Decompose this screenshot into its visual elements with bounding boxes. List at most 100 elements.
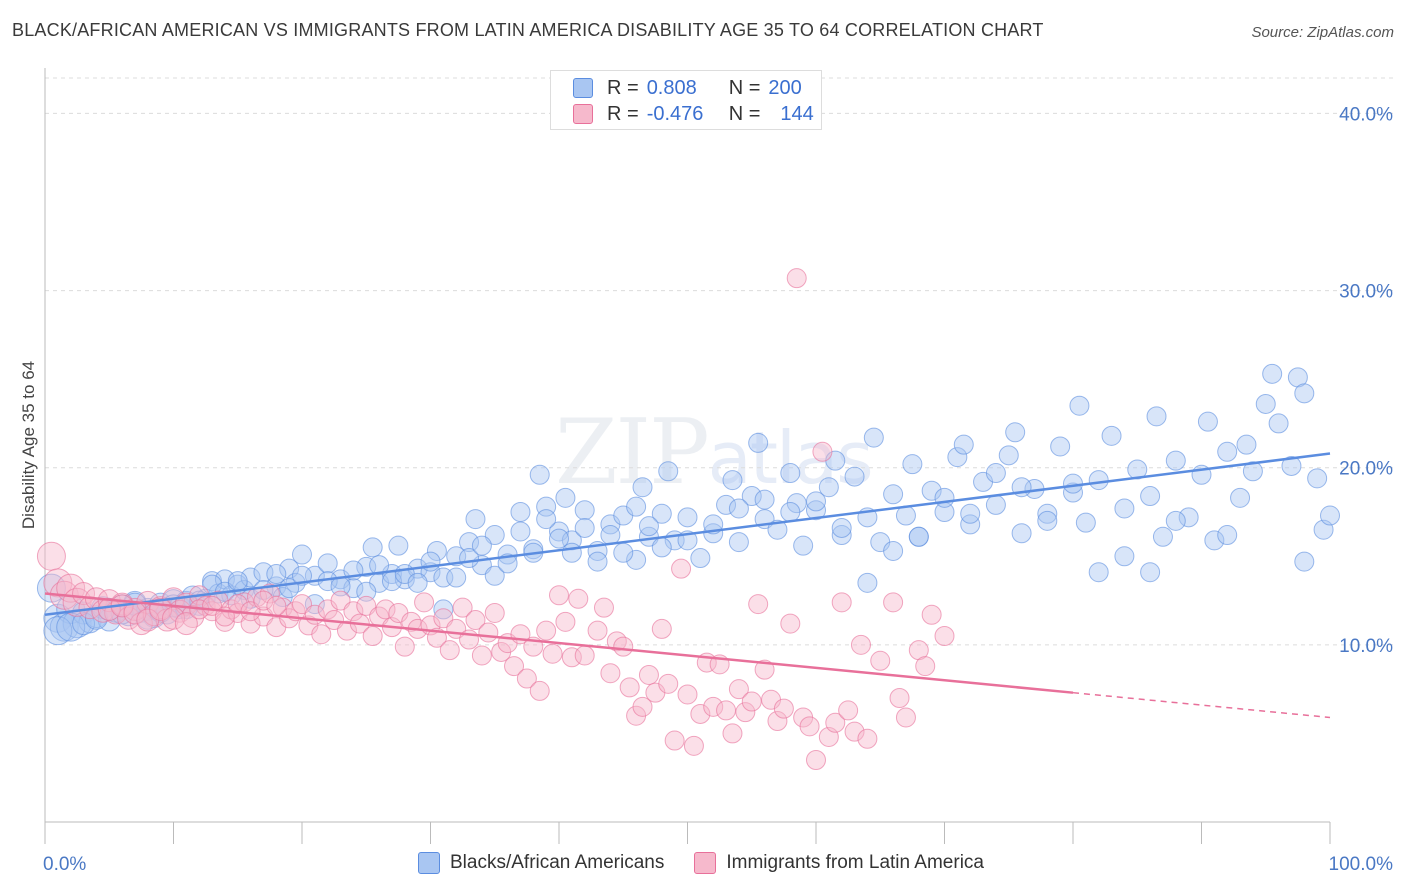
blacks-point	[266, 564, 287, 584]
blacks-point	[1307, 468, 1328, 489]
blacks-point	[895, 505, 916, 526]
blacks-point	[1217, 525, 1238, 546]
blacks-point	[446, 567, 467, 588]
y-tick-label: 20.0%	[1339, 459, 1393, 480]
latin-point	[806, 750, 826, 770]
legend-n-label: N =	[728, 102, 761, 125]
blacks-point	[985, 463, 1006, 484]
blacks-point	[1178, 507, 1199, 528]
latin-point	[174, 612, 198, 636]
blacks-point	[677, 507, 698, 528]
latin-point	[593, 597, 614, 618]
bottom-legend-blacks: Blacks/African Americans	[418, 852, 664, 874]
latin-point	[375, 599, 396, 620]
latin-point	[253, 590, 274, 611]
blacks-point	[908, 526, 929, 547]
blacks-point	[600, 525, 621, 546]
latin-point	[632, 696, 653, 717]
blacks-point	[793, 535, 814, 556]
legend-swatch-blacks	[573, 78, 593, 98]
blacks-point	[426, 540, 447, 561]
latin-point	[883, 592, 904, 613]
legend-n-value: 144	[780, 102, 814, 125]
blacks-point	[1255, 393, 1276, 414]
y-tick-label: 40.0%	[1339, 104, 1393, 125]
latin-point	[311, 624, 332, 645]
blacks-point	[831, 517, 852, 538]
legend: R = 0.808 N = 200 R = -0.476 N = 144	[550, 70, 822, 130]
latin-point	[831, 592, 852, 613]
blacks-point	[43, 616, 73, 646]
latin-point	[889, 688, 910, 708]
blacks-point	[1063, 482, 1083, 503]
blacks-point	[998, 445, 1019, 466]
y-axis-label: Disability Age 35 to 64	[19, 361, 38, 529]
latin-point	[735, 702, 756, 723]
blacks-point	[831, 525, 852, 546]
blacks-point	[651, 503, 672, 524]
blacks-point	[722, 470, 743, 491]
latin-point	[484, 602, 505, 623]
latin-point	[812, 441, 833, 462]
blacks-point	[728, 498, 749, 519]
y-tick-label: 30.0%	[1339, 282, 1393, 303]
blacks-point	[613, 542, 634, 563]
blacks-point	[883, 540, 904, 561]
blacks-point	[72, 612, 96, 636]
blacks-point	[863, 427, 884, 448]
latin-point	[549, 585, 569, 606]
blacks-point	[1037, 503, 1058, 524]
blacks-point	[1152, 526, 1173, 547]
latin-point	[838, 700, 859, 721]
blacks-point	[1268, 413, 1289, 434]
watermark-zip: ZIP	[555, 400, 710, 505]
latin-point	[129, 612, 153, 636]
latin-point	[555, 611, 576, 632]
blacks-point	[388, 535, 409, 556]
blacks-point	[728, 532, 749, 553]
latin-point	[767, 711, 788, 732]
latin-point	[683, 735, 704, 756]
latin-point	[728, 679, 749, 700]
blacks-point	[1050, 436, 1071, 457]
trend-lines	[44, 452, 1331, 719]
blacks-point	[1146, 406, 1167, 427]
blacks-point	[240, 567, 261, 588]
blacks-point	[227, 571, 248, 592]
blacks-point	[741, 486, 762, 507]
x-tick-label: 100.0%	[1329, 854, 1394, 875]
latin-point	[844, 721, 865, 742]
axes	[44, 68, 1331, 844]
blacks-point	[1140, 486, 1161, 507]
legend-r-value: -0.476	[646, 102, 704, 125]
blacks-point	[536, 509, 557, 530]
latin-point	[336, 620, 357, 641]
latin-point	[343, 601, 364, 622]
blacks-point	[632, 477, 653, 498]
legend-n-value: 200	[768, 76, 802, 99]
bottom-legend-swatch-latin	[694, 852, 717, 874]
latin-point	[426, 627, 447, 648]
latin-point	[465, 610, 486, 631]
legend-n-label: N =	[728, 76, 761, 99]
legend-r-value: 0.808	[646, 76, 697, 99]
blacks-point	[1230, 487, 1251, 508]
blacks-point	[1011, 523, 1032, 544]
blacks-point	[748, 432, 769, 453]
blacks-point	[587, 551, 608, 572]
latin-point	[542, 643, 563, 664]
latin-point	[780, 613, 801, 634]
blacks-point	[1088, 470, 1109, 491]
latin-point	[452, 597, 473, 618]
latin-point	[536, 620, 557, 641]
blacks-point	[716, 494, 737, 515]
blacks-point	[356, 581, 377, 602]
blacks-point	[934, 487, 955, 508]
blacks-point	[947, 447, 968, 468]
blacks-point	[780, 463, 801, 484]
blacks-point	[446, 546, 467, 567]
blacks-point	[902, 454, 923, 475]
latin-point	[786, 268, 807, 289]
blacks-point	[767, 519, 788, 540]
